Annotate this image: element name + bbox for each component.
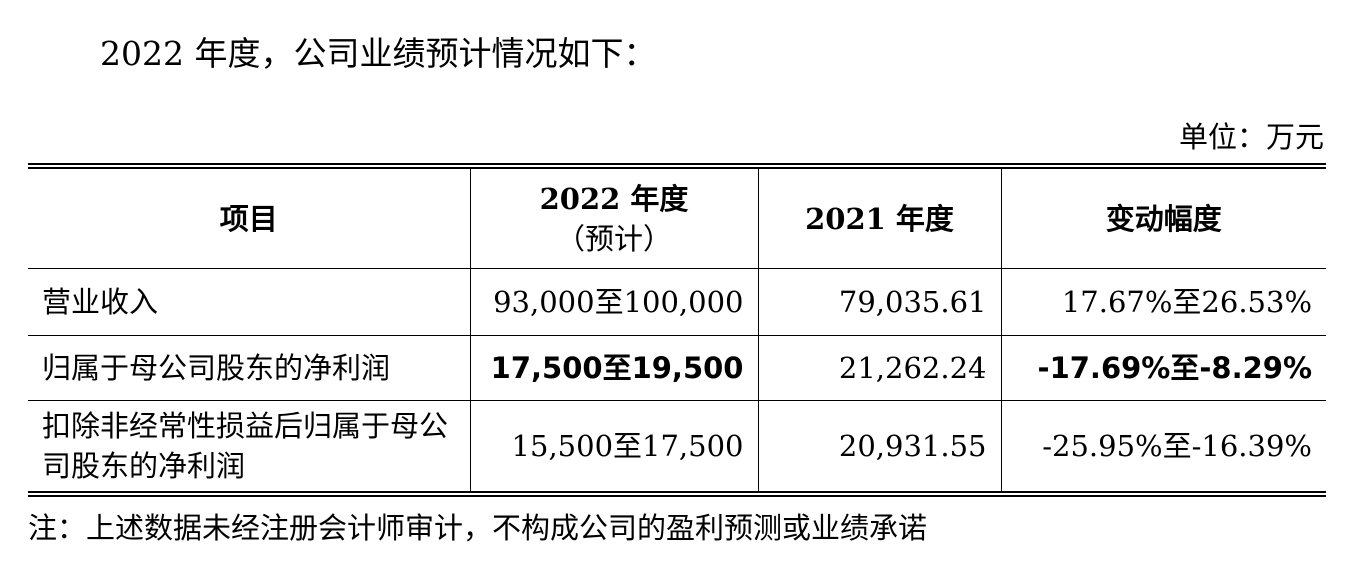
header-item: 项目	[28, 166, 471, 269]
table-row: 归属于母公司股东的净利润 17,500至19,500 21,262.24 -17…	[28, 335, 1326, 401]
row-2022-value: 17,500至19,500	[469, 335, 759, 401]
table-header-row: 项目 2022 年度 （预计） 2021 年度 变动幅度	[28, 166, 1326, 269]
performance-forecast-table: 项目 2022 年度 （预计） 2021 年度 变动幅度 营业收入 93,000…	[28, 163, 1326, 497]
header-2022-note: （预计）	[555, 221, 672, 256]
row-change-value: -25.95%至-16.39%	[1000, 400, 1326, 494]
header-2022: 2022 年度 （预计）	[469, 166, 759, 269]
row-2021-value: 79,035.61	[757, 268, 1002, 336]
row-item-label: 扣除非经常性损益后归属于母公司股东的净利润	[28, 400, 471, 494]
row-2022-value: 93,000至100,000	[469, 268, 759, 336]
table-row: 扣除非经常性损益后归属于母公司股东的净利润 15,500至17,500 20,9…	[28, 400, 1326, 494]
performance-forecast-table-wrapper: 项目 2022 年度 （预计） 2021 年度 变动幅度 营业收入 93,000…	[28, 163, 1326, 497]
header-2021: 2021 年度	[757, 166, 1002, 269]
header-change: 变动幅度	[1000, 166, 1326, 269]
row-item-label: 营业收入	[28, 268, 471, 336]
footnote: 注：上述数据未经注册会计师审计，不构成公司的盈利预测或业绩承诺	[28, 511, 928, 545]
intro-text: 2022 年度，公司业绩预计情况如下：	[100, 34, 657, 73]
unit-label: 单位：万元	[1178, 120, 1324, 154]
row-item-label: 归属于母公司股东的净利润	[28, 335, 471, 401]
row-2021-value: 21,262.24	[757, 335, 1002, 401]
row-2021-value: 20,931.55	[757, 400, 1002, 494]
row-change-value: 17.67%至26.53%	[1000, 268, 1326, 336]
row-change-value: -17.69%至-8.29%	[1000, 335, 1326, 401]
header-2022-year: 2022 年度	[539, 181, 689, 216]
row-2022-value: 15,500至17,500	[469, 400, 759, 494]
table-row: 营业收入 93,000至100,000 79,035.61 17.67%至26.…	[28, 268, 1326, 336]
